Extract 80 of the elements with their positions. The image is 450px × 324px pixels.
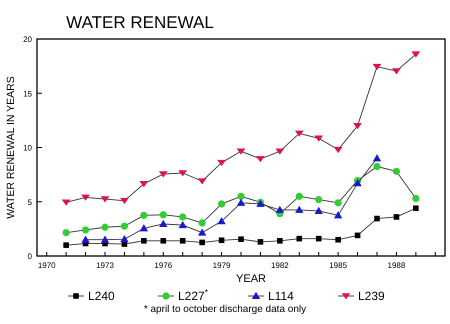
x-tick-label: 1979: [212, 261, 232, 270]
point: [236, 198, 246, 206]
legend-label: L240: [88, 289, 116, 303]
point: [120, 198, 129, 204]
x-tick-label: 1982: [270, 261, 290, 270]
point: [354, 232, 360, 238]
point: [237, 192, 245, 200]
point: [392, 68, 401, 74]
point: [180, 238, 186, 244]
y-axis-title: WATER RENEWAL IN YEARS: [5, 76, 17, 219]
chart-title: WATER RENEWAL: [66, 13, 214, 32]
point: [236, 148, 246, 155]
point: [159, 220, 168, 227]
point: [63, 242, 69, 248]
point: [198, 178, 207, 185]
point: [198, 219, 206, 227]
point: [258, 239, 264, 245]
x-axis-title: YEAR: [236, 273, 266, 285]
y-tick-label: 15: [23, 89, 33, 98]
point: [276, 206, 284, 213]
x-tick-label: 1976: [154, 261, 173, 270]
point: [296, 192, 303, 200]
point: [353, 123, 362, 130]
point: [394, 214, 400, 220]
x-tick-label: 1970: [38, 261, 56, 270]
point: [315, 196, 322, 204]
point: [314, 206, 323, 214]
y-tick-label: 10: [23, 144, 33, 152]
point: [198, 228, 206, 236]
y-tick-label: 0: [28, 252, 33, 261]
point: [141, 238, 147, 244]
x-tick-label: 1985: [329, 261, 348, 270]
legend-label: L114: [268, 289, 294, 303]
point: [314, 135, 324, 142]
point: [101, 224, 109, 231]
point: [178, 220, 187, 228]
point: [140, 224, 148, 232]
point: [412, 194, 420, 202]
x-tick-label: 1988: [388, 261, 406, 270]
legend-label: L227$^{*}$: [178, 287, 209, 303]
point: [100, 236, 110, 243]
point: [334, 211, 342, 218]
point: [82, 226, 90, 234]
point: [373, 162, 381, 170]
point: [62, 199, 71, 206]
point: [335, 236, 341, 243]
y-tick-label: 5: [28, 198, 33, 207]
point: [120, 234, 129, 242]
point: [374, 216, 380, 222]
point: [256, 156, 265, 162]
legend-label: L239: [358, 289, 386, 303]
point: [100, 196, 110, 202]
point: [81, 236, 90, 243]
point: [120, 222, 128, 230]
point: [218, 237, 224, 244]
point: [372, 154, 382, 162]
y-tick-label: 20: [23, 35, 33, 44]
point: [392, 168, 400, 175]
point: [411, 51, 420, 58]
point: [413, 205, 419, 212]
point: [238, 236, 244, 242]
point: [62, 229, 70, 236]
point: [334, 146, 343, 154]
point: [334, 199, 342, 206]
point: [218, 200, 226, 208]
point: [296, 236, 302, 242]
point: [217, 217, 226, 224]
text: * april to october discharge data only: [144, 304, 306, 315]
point: [295, 206, 304, 213]
point: [160, 238, 166, 244]
point: [372, 64, 382, 70]
point: [199, 240, 205, 246]
point: [217, 160, 226, 166]
point: [140, 212, 148, 219]
point: [179, 213, 186, 221]
x-tick-label: 1973: [96, 261, 114, 270]
point: [160, 211, 167, 218]
point: [316, 236, 322, 242]
point: [277, 238, 283, 244]
point: [81, 194, 90, 201]
